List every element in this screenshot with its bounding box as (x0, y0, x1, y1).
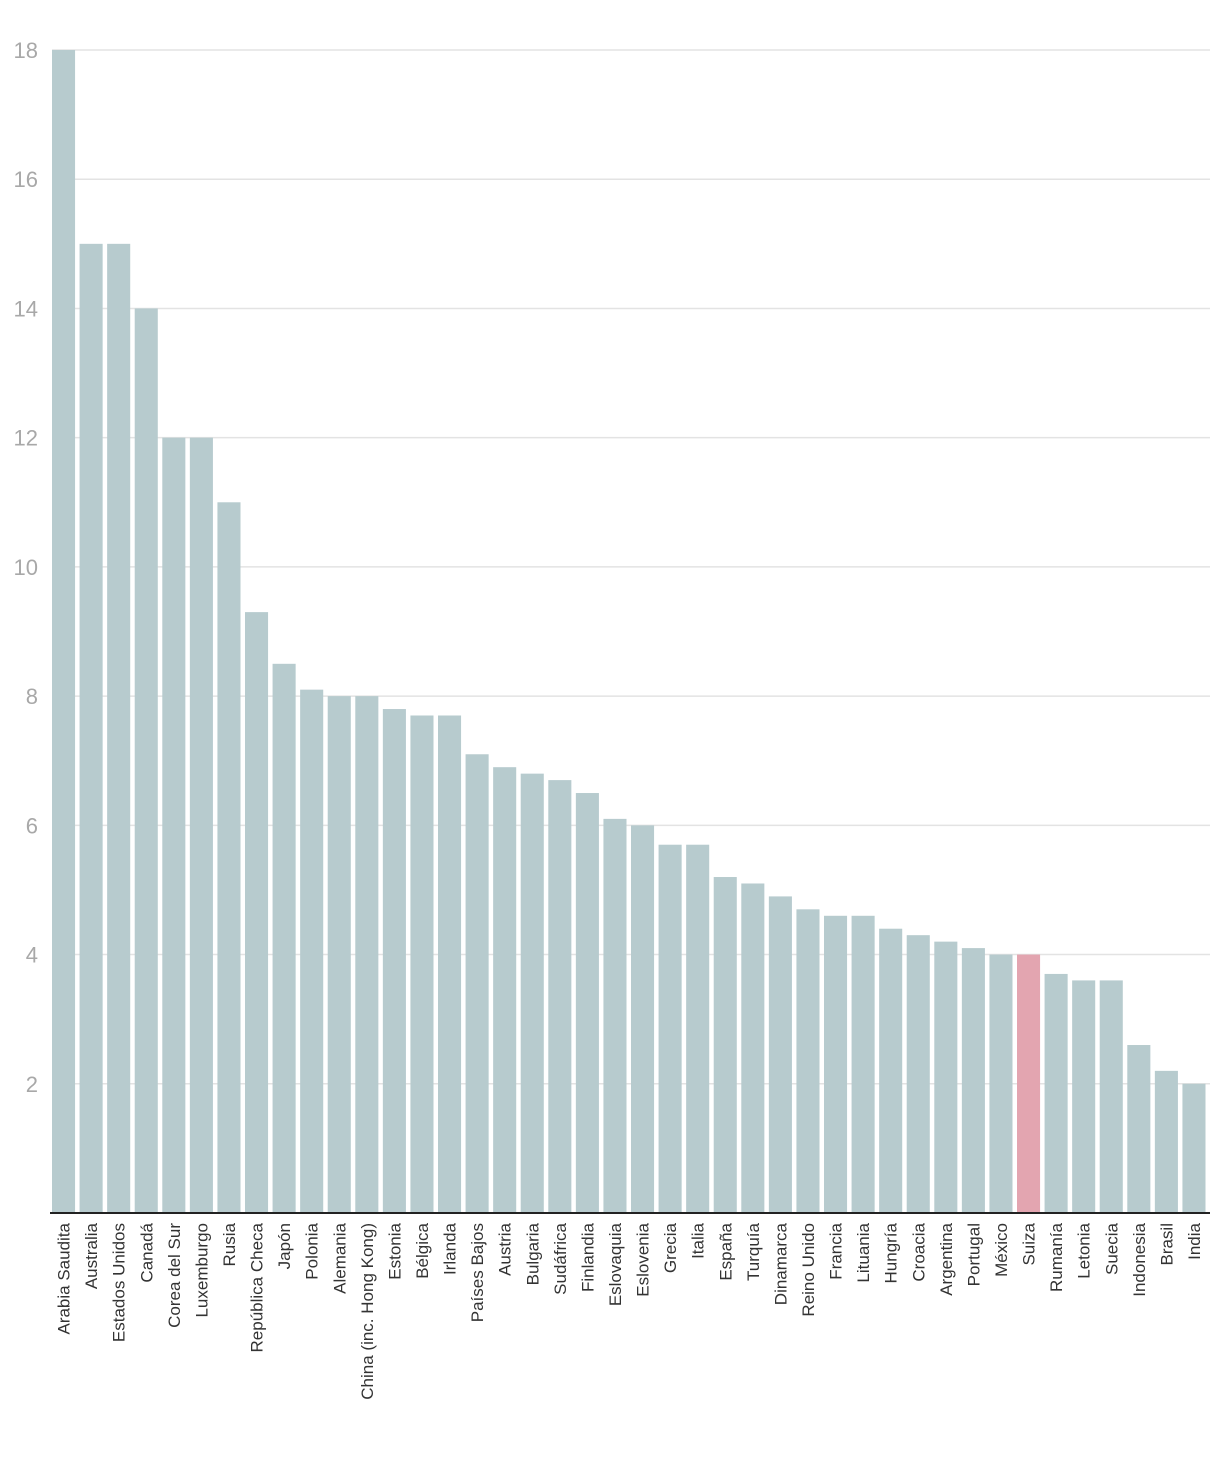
bar-hungría (879, 928, 903, 1213)
bar-austria (493, 767, 517, 1213)
bar-canadá (134, 308, 158, 1213)
x-tick-label: República Checa (248, 1222, 267, 1352)
x-tick-label: Francia (827, 1222, 846, 1279)
x-tick-label: Suiza (1020, 1222, 1039, 1265)
bar-rusia (217, 502, 241, 1213)
x-tick-label: Canadá (137, 1222, 156, 1282)
x-tick-label: Bulgaria (523, 1222, 542, 1285)
x-tick-label: Indonesia (1130, 1222, 1149, 1296)
x-tick-label: Croacia (909, 1222, 928, 1281)
bar-rumanía (1044, 973, 1068, 1213)
bar-portugal (961, 948, 985, 1213)
bar-polonia (300, 689, 324, 1213)
bar-croacia (906, 935, 930, 1213)
bar-letonia (1072, 980, 1096, 1213)
bar-eslovenia (631, 825, 655, 1213)
x-tick-label: Finlandia (578, 1222, 597, 1292)
bar-bulgaria (520, 773, 544, 1213)
x-tick-label: Irlanda (441, 1222, 460, 1275)
bar-corea-del-sur (162, 437, 186, 1214)
y-tick-label: 4 (26, 943, 38, 968)
bar-república-checa (245, 612, 269, 1213)
bar-grecia (658, 844, 682, 1213)
x-tick-label: Sudáfrica (551, 1222, 570, 1294)
bar-china-inc-hong-kong- (355, 696, 379, 1213)
x-tick-label: Argentina (937, 1222, 956, 1295)
x-tick-label: Rusia (220, 1222, 239, 1266)
bar-reino-unido (796, 909, 820, 1213)
x-tick-label: Reino Unido (799, 1223, 818, 1317)
bar-lituania (851, 915, 875, 1213)
x-tick-label: Estados Unidos (110, 1223, 129, 1342)
x-tick-label: India (1185, 1222, 1204, 1259)
x-tick-label: Australia (82, 1222, 101, 1289)
x-tick-label: Austria (496, 1222, 515, 1275)
x-tick-label: Dinamarca (771, 1222, 790, 1305)
x-tick-label: Grecia (661, 1222, 680, 1273)
bar-dinamarca (768, 896, 792, 1213)
bar-finlandia (575, 793, 599, 1213)
bar-sudáfrica (548, 780, 572, 1213)
y-axis-tick-labels: 2 4 6 8 10 12 14 16 18 (14, 38, 38, 1097)
x-tick-label: Portugal (964, 1223, 983, 1286)
x-tick-label: Rumanía (1047, 1222, 1066, 1292)
bar-brasil (1154, 1070, 1178, 1213)
x-tick-label: Países Bajos (468, 1223, 487, 1322)
x-tick-label: Estonia (385, 1222, 404, 1279)
x-tick-label: Letonia (1075, 1222, 1094, 1278)
x-tick-label: Hungría (882, 1222, 901, 1283)
bar-india (1182, 1083, 1206, 1213)
bar-eslovaquia (603, 818, 627, 1213)
bars (52, 50, 1206, 1214)
bar-países-bajos (465, 754, 489, 1213)
y-tick-label: 10 (14, 555, 38, 580)
x-tick-label: Eslovaquia (606, 1222, 625, 1306)
x-tick-label: Turquía (744, 1222, 763, 1281)
bar-turquía (741, 883, 765, 1213)
bar-alemania (327, 696, 351, 1213)
bar-méxico (989, 954, 1013, 1213)
x-tick-label: Polonia (303, 1222, 322, 1279)
bar-bélgica (410, 715, 434, 1213)
bar-australia (79, 243, 103, 1214)
y-tick-label: 6 (26, 813, 38, 838)
x-tick-label: Corea del Sur (165, 1223, 184, 1328)
x-tick-label: Luxemburgo (192, 1223, 211, 1318)
x-tick-label: Alemania (330, 1222, 349, 1293)
bar-estados-unidos (107, 243, 131, 1214)
x-tick-label: Eslovenia (634, 1222, 653, 1296)
x-tick-label: Arabia Saudita (55, 1222, 74, 1334)
y-tick-label: 8 (26, 684, 38, 709)
bar-arabia-saudita (52, 50, 76, 1213)
y-tick-label: 12 (14, 426, 38, 451)
bar-argentina (934, 941, 958, 1213)
x-tick-label: Japón (275, 1223, 294, 1269)
bar-españa (713, 877, 737, 1213)
y-tick-label: 2 (26, 1072, 38, 1097)
x-tick-label: Italia (689, 1222, 708, 1258)
x-tick-label: Suecia (1102, 1222, 1121, 1275)
bar-indonesia (1127, 1045, 1151, 1213)
y-tick-label: 18 (14, 38, 38, 63)
x-tick-label: Brasil (1157, 1223, 1176, 1266)
bar-irlanda (438, 715, 462, 1213)
bar-francia (824, 915, 848, 1213)
bar-suiza (1017, 954, 1041, 1213)
y-tick-label: 16 (14, 167, 38, 192)
x-tick-label: México (992, 1223, 1011, 1277)
x-tick-label: China (inc. Hong Kong) (358, 1223, 377, 1400)
bar-luxemburgo (189, 437, 213, 1214)
x-tick-label: España (716, 1222, 735, 1280)
bar-japón (272, 663, 296, 1213)
y-tick-label: 14 (14, 296, 38, 321)
x-tick-label: Lituania (854, 1222, 873, 1282)
bar-italia (686, 844, 710, 1213)
bar-suecia (1099, 980, 1123, 1213)
x-axis-tick-labels: Arabia Saudita Australia Estados Unidos Can… (55, 1222, 1204, 1399)
bar-estonia (382, 709, 406, 1213)
x-tick-label: Bélgica (413, 1222, 432, 1278)
